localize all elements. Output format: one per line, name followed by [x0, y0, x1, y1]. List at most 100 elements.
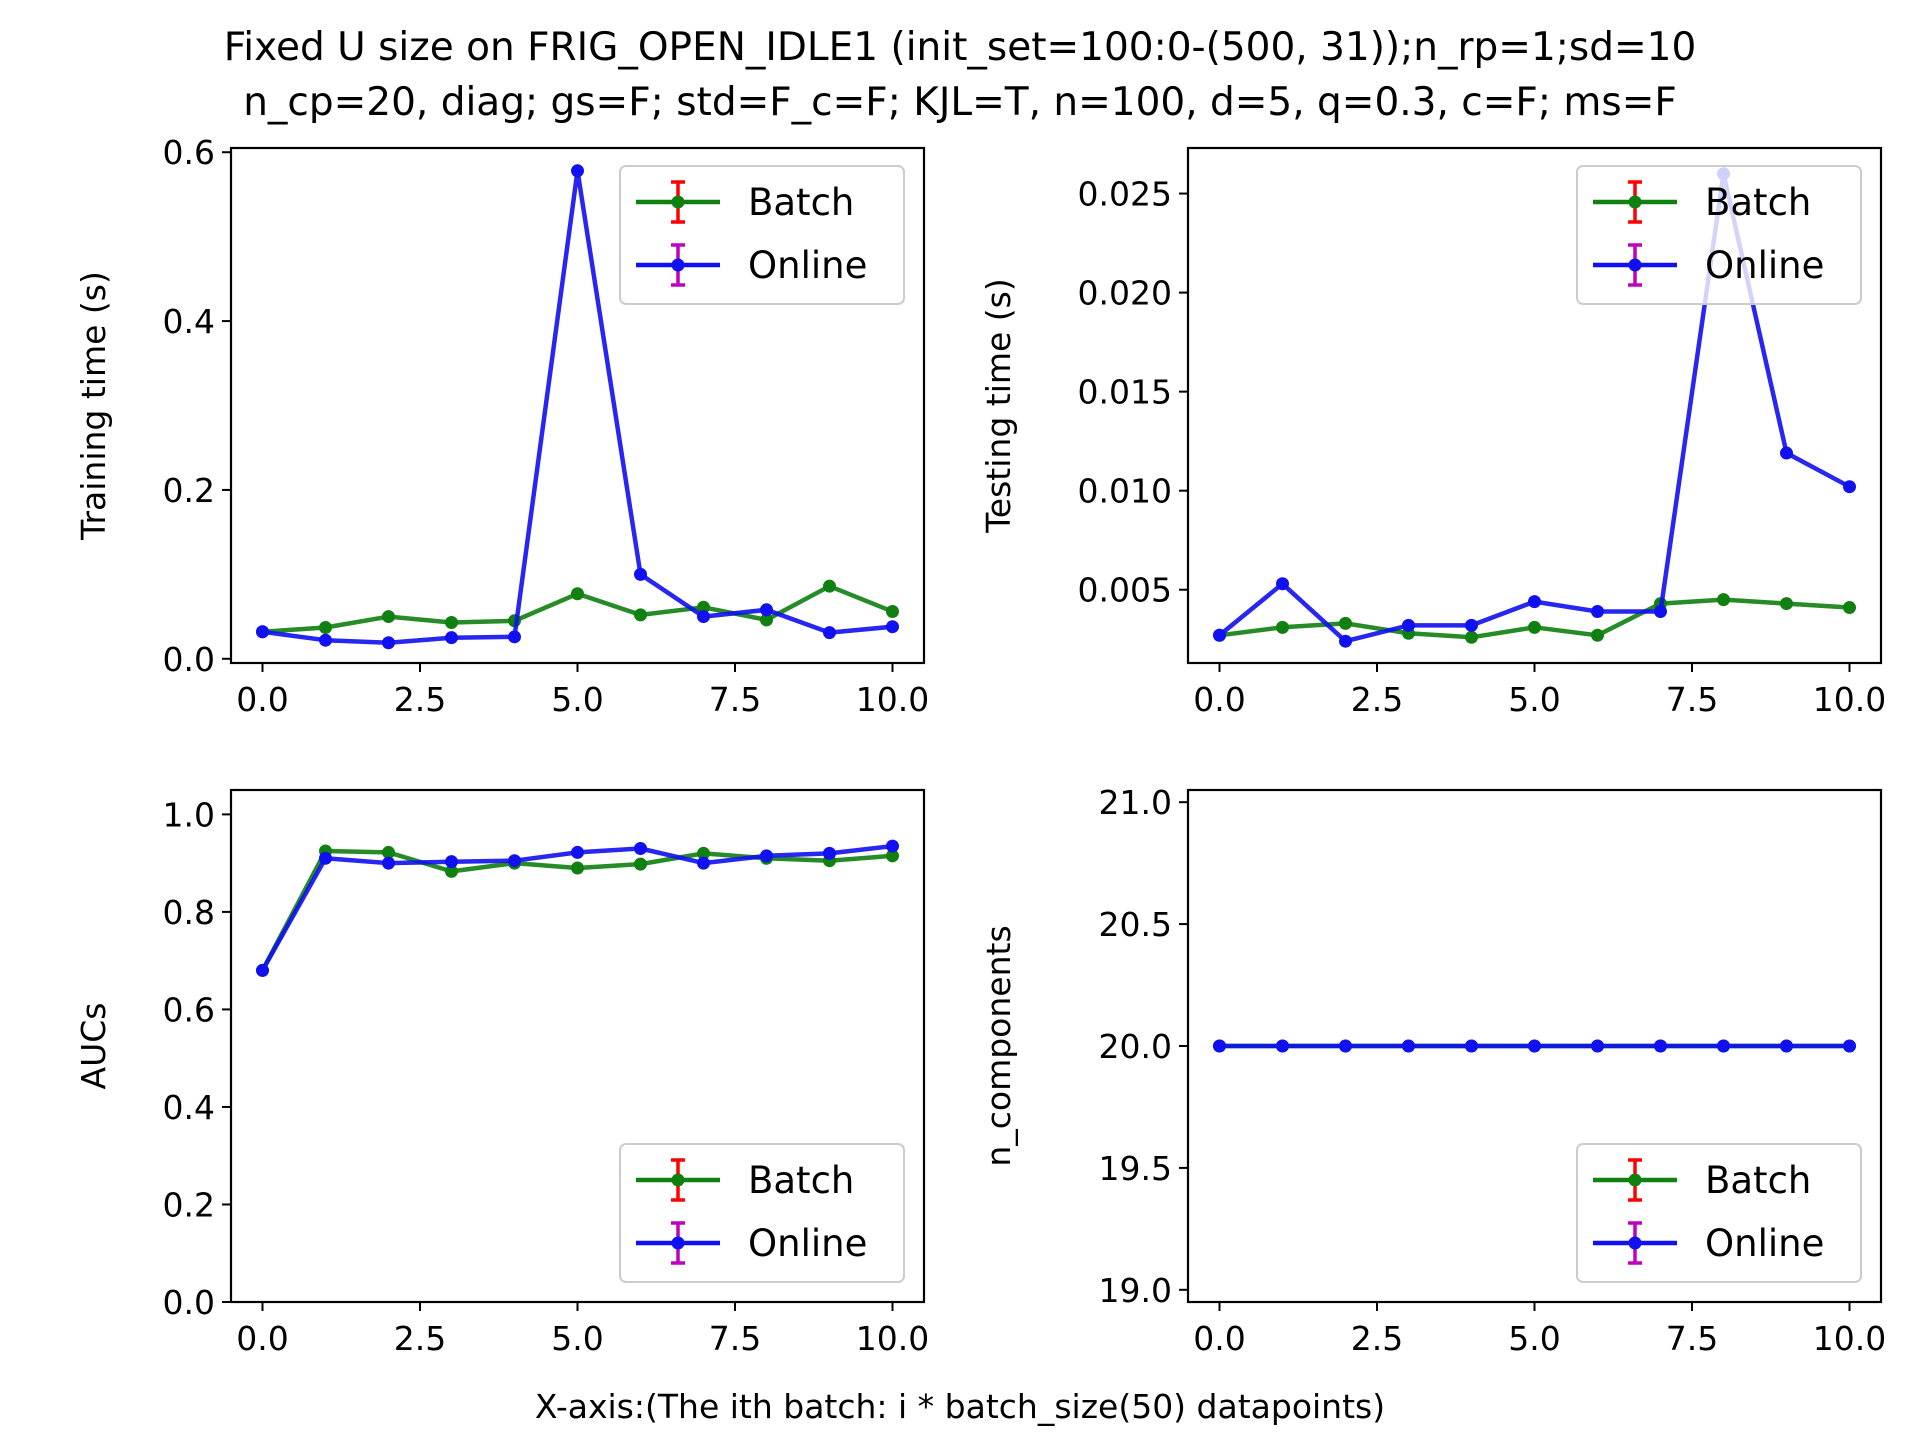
data-point-online	[319, 633, 332, 647]
y-tick-label: 19.0	[1099, 1271, 1172, 1310]
data-point-batch	[1339, 616, 1352, 630]
legend-label-batch: Batch	[748, 181, 854, 224]
y-axis-label: n_components	[979, 925, 1018, 1166]
data-point-online	[886, 620, 899, 634]
legend-marker-online	[1628, 258, 1642, 272]
data-point-online	[1213, 1039, 1226, 1053]
y-tick-label: 0.020	[1078, 274, 1172, 313]
data-point-online	[1339, 634, 1352, 648]
legend-marker-online	[671, 258, 685, 272]
data-point-batch	[760, 613, 773, 627]
x-tick-label: 7.5	[709, 680, 761, 719]
legend-label-batch: Batch	[748, 1159, 854, 1202]
y-tick-label: 20.5	[1099, 905, 1172, 944]
figure-title-line-2: n_cp=20, diag; gs=F; std=F_c=F; KJL=T, n…	[243, 80, 1677, 125]
x-tick-label: 7.5	[1666, 680, 1718, 719]
legend-marker-batch	[1628, 195, 1642, 209]
y-tick-label: 0.025	[1078, 175, 1172, 214]
data-point-online	[508, 630, 521, 644]
data-point-online	[1528, 595, 1541, 609]
x-tick-label: 10.0	[856, 1319, 929, 1358]
x-tick-label: 0.0	[236, 680, 288, 719]
subplot-aucs: 0.0 2.5 5.0 7.5 10.0 0.0 0.2 0.4 0.6 0.8 1.0 AUCs Ba…	[74, 788, 929, 1358]
y-tick-label: 0.015	[1078, 373, 1172, 412]
x-tick-label: 2.5	[1351, 1319, 1403, 1358]
data-point-batch	[1717, 593, 1730, 607]
legend-marker-batch	[1628, 1173, 1642, 1187]
subplot-ncomponents: 0.0 2.5 5.0 7.5 10.0 19.0 19.5 20.0 20.5 21.0 n_co…	[979, 783, 1886, 1358]
data-point-batch	[1465, 630, 1478, 644]
x-tick-label: 0.0	[1193, 1319, 1245, 1358]
data-point-online	[697, 856, 710, 870]
data-point-online	[634, 567, 647, 581]
legend-label-online: Online	[1705, 1222, 1824, 1265]
data-point-batch	[1591, 628, 1604, 642]
data-point-batch	[1843, 601, 1856, 615]
y-tick-label: 0.6	[163, 990, 215, 1029]
data-point-online	[1465, 1039, 1478, 1053]
data-point-online	[1528, 1039, 1541, 1053]
legend: Batch Online	[1576, 1143, 1862, 1283]
data-point-batch	[1276, 620, 1289, 634]
data-point-online	[1591, 1039, 1604, 1053]
data-point-batch	[382, 845, 395, 859]
data-point-online	[697, 610, 710, 624]
x-tick-label: 5.0	[1508, 680, 1560, 719]
data-point-online	[1591, 605, 1604, 618]
data-point-batch	[697, 846, 710, 860]
legend-label-batch: Batch	[1705, 1159, 1811, 1202]
y-tick-label: 21.0	[1099, 783, 1172, 822]
y-tick-label: 0.0	[163, 1283, 215, 1322]
data-point-online	[256, 625, 269, 639]
data-point-batch	[571, 861, 584, 875]
data-point-batch	[886, 849, 899, 863]
y-axis-label: AUCs	[74, 1003, 113, 1090]
y-tick-label: 0.0	[163, 640, 215, 679]
data-point-batch	[1780, 597, 1793, 611]
data-point-online	[886, 839, 899, 853]
x-tick-label: 5.0	[1508, 1319, 1560, 1358]
legend-label-online: Online	[748, 244, 867, 287]
legend-marker-online	[671, 1236, 685, 1250]
data-point-online	[319, 851, 332, 865]
y-axis-label: Training time (s)	[74, 271, 113, 541]
legend: Batch Online	[619, 1143, 905, 1283]
legend-label-batch: Batch	[1705, 181, 1811, 224]
data-point-online	[1276, 1039, 1289, 1053]
data-point-batch	[382, 610, 395, 624]
x-tick-label: 0.0	[236, 1319, 288, 1358]
data-point-batch	[886, 605, 899, 618]
data-point-batch	[445, 864, 458, 878]
data-point-online	[1465, 618, 1478, 632]
data-point-online	[1402, 1039, 1415, 1053]
data-point-online	[1780, 446, 1793, 460]
data-point-batch	[697, 600, 710, 614]
x-tick-label: 10.0	[856, 680, 929, 719]
y-axis-label: Testing time (s)	[979, 278, 1018, 534]
data-point-online	[760, 603, 773, 617]
y-tick-label: 0.4	[163, 302, 215, 341]
x-tick-label: 5.0	[551, 680, 603, 719]
data-point-online	[634, 842, 647, 856]
y-tick-label: 20.0	[1099, 1027, 1172, 1066]
data-point-online	[1339, 1039, 1352, 1053]
x-tick-label: 10.0	[1813, 680, 1886, 719]
data-point-batch	[823, 579, 836, 593]
y-tick-label: 0.8	[163, 893, 215, 932]
legend-marker-online	[1628, 1236, 1642, 1250]
data-point-batch	[634, 857, 647, 871]
data-point-online	[256, 963, 269, 977]
legend-label-online: Online	[748, 1222, 867, 1265]
x-tick-label: 10.0	[1813, 1319, 1886, 1358]
y-tick-label: 0.005	[1078, 571, 1172, 610]
data-point-online	[1717, 1039, 1730, 1053]
legend-marker-batch	[671, 195, 685, 209]
subplot-testing: 0.0 2.5 5.0 7.5 10.0 0.005 0.010 0.015 0.020 0.02…	[979, 146, 1886, 719]
data-point-online	[1780, 1039, 1793, 1053]
x-tick-label: 7.5	[709, 1319, 761, 1358]
data-point-online	[1843, 1039, 1856, 1053]
subplot-training: 0.0 2.5 5.0 7.5 10.0 0.0 0.2 0.4 0.6 Training tim…	[74, 133, 929, 719]
data-point-online	[1654, 1039, 1667, 1053]
y-tick-label: 0.2	[163, 1185, 215, 1224]
